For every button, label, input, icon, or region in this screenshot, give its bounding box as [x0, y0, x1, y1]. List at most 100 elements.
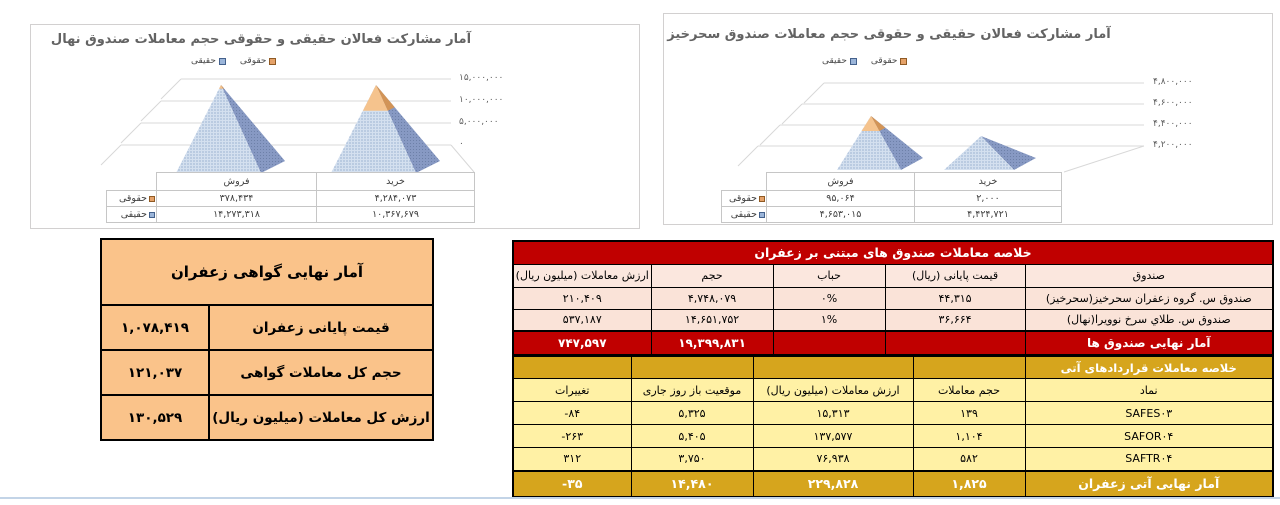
chart-panel-nahal: آمار مشارکت فعالان حقیقی و حقوقی حجم معا…: [30, 24, 640, 229]
contract-open-interest: ۳,۷۵۰: [630, 447, 754, 471]
fund-closing-price: ۳۶,۶۶۴: [884, 308, 1026, 332]
chart-title-nahal: آمار مشارکت فعالان حقیقی و حقوقی حجم معا…: [50, 32, 472, 47]
futures-summary-table: خلاصه معاملات قراردادهای آتی نماد حجم مع…: [512, 356, 1274, 498]
series-row-header: حقیقی: [106, 206, 157, 223]
pyramid-buy-side-face: [981, 136, 1036, 170]
chart-panel-saharkhiz: آمار مشارکت فعالان حقیقی و حقوقی حجم معا…: [663, 13, 1273, 225]
col-header-fund: صندوق: [1024, 263, 1274, 288]
contract-open-interest: ۵,۴۰۵: [630, 424, 754, 448]
col-header-value: ارزش معاملات (میلیون ریال): [512, 263, 652, 288]
legend-item-hoghoghi: حقوقی: [240, 56, 277, 66]
contract-volume: ۵۸۲: [912, 447, 1026, 471]
pyramid-sell-front-face: [176, 85, 261, 173]
series-label: حقوقی: [118, 193, 147, 204]
category-sell: فروش: [766, 172, 915, 191]
series-row-header: حقوقی: [721, 190, 767, 207]
pyramid-sell-side-face: [221, 85, 285, 173]
bottom-divider: [0, 497, 1280, 499]
saffron-row-value: ۱۲۱,۰۳۷: [99, 349, 211, 396]
futures-row-saftr04: SAFTR۰۴ ۵۸۲ ۷۶,۹۳۸ ۳,۷۵۰ ۳۱۲: [512, 447, 1274, 471]
saffron-row-value: ۱۳۰,۵۲۹: [99, 394, 211, 441]
futures-total-row: آمار نهایی آتی زعفران ۱,۸۲۵ ۲۲۹,۸۲۸ ۱۴,۴…: [512, 469, 1274, 497]
pyramid-sell-tip: [861, 116, 880, 131]
chart-legend-nahal: حقیقی حقوقی: [191, 56, 277, 66]
pyramid-sell-tip: [218, 85, 223, 89]
value-cell: ۴,۶۵۳,۰۱۵: [766, 206, 915, 223]
legend-swatch-blue-icon: [849, 57, 857, 65]
col-header-open-interest: موقعیت باز روز جاری: [630, 378, 754, 402]
value-cell: ۴,۲۸۴,۰۷۳: [316, 190, 475, 207]
series-swatch-orange-icon: [759, 195, 765, 202]
col-header-closing-price: قیمت پایانی (ریال): [884, 263, 1026, 288]
fund-bubble: ۰%: [772, 286, 886, 310]
fund-volume: ۴,۷۴۸,۰۷۹: [650, 286, 774, 310]
value-cell: ۳۷۸,۴۳۴: [156, 190, 317, 207]
fund-name: صندوق س. طلاي سرخ نوويرا(نهال): [1024, 308, 1274, 332]
chart-data-table-saharkhiz: فروش خرید حقوقی ۹۵,۰۶۴ ۲,۰۰۰ حقیقی ۴,۶۵۳…: [721, 172, 1062, 223]
legend-item-haghighi: حقیقی: [822, 56, 857, 66]
category-buy: خرید: [316, 172, 475, 191]
legend-swatch-orange-icon: [269, 57, 277, 65]
legend-label: حقوقی: [239, 56, 267, 66]
col-header-bubble: حباب: [772, 263, 886, 288]
pyramid-chart-saharkhiz: [737, 82, 1145, 173]
empty-cell: [884, 330, 1026, 356]
funds-total-volume: ۱۹,۳۹۹,۸۳۱: [650, 330, 774, 356]
pyramid-buy-tip-side: [376, 85, 395, 111]
pyramid-sell-side-face: [871, 116, 923, 170]
series-row-header: حقیقی: [721, 206, 767, 223]
fund-value: ۲۱۰,۴۰۹: [512, 286, 652, 310]
series-swatch-orange-icon: [149, 195, 155, 202]
pyramid-chart-nahal: [100, 78, 475, 173]
futures-total-open-interest: ۱۴,۴۸۰: [630, 469, 754, 497]
futures-total-change: -۳۵: [512, 469, 632, 497]
contract-open-interest: ۵,۳۲۵: [630, 401, 754, 425]
pyramid-buy-tip: [362, 85, 388, 111]
contract-symbol: SAFTR۰۴: [1024, 447, 1274, 471]
saffron-certificate-table: آمار نهایی گواهی زعفران قیمت پایانی زعفر…: [99, 238, 435, 441]
futures-total-label: آمار نهایی آتی زعفران: [1024, 469, 1274, 497]
contract-symbol: SAFOR۰۴: [1024, 424, 1274, 448]
saffron-row-label: قیمت پایانی زعفران: [208, 304, 435, 351]
funds-table-title: خلاصه معاملات صندوق های مبتنی بر زعفران: [512, 240, 1274, 265]
empty-cell: [912, 356, 1026, 379]
value-cell: ۱۴,۲۷۳,۳۱۸: [156, 206, 317, 223]
y-axis-tick: ۱۰,۰۰۰,۰۰۰: [459, 95, 504, 105]
category-sell: فروش: [156, 172, 317, 191]
empty-cell: [752, 356, 914, 379]
fund-name: صندوق س. گروه زعفران سحرخیز(سحرخیز): [1024, 286, 1274, 310]
category-buy: خرید: [914, 172, 1062, 191]
legend-swatch-orange-icon: [900, 57, 908, 65]
series-swatch-blue-icon: [759, 211, 765, 218]
fund-row-saharkhiz: صندوق س. گروه زعفران سحرخیز(سحرخیز) ۴۴,۳…: [512, 286, 1274, 310]
empty-cell: [772, 330, 886, 356]
contract-change: ۳۱۲: [512, 447, 632, 471]
summary-tables: خلاصه معاملات صندوق های مبتنی بر زعفران …: [512, 240, 1275, 498]
saffron-row-label: حجم کل معاملات گواهی: [208, 349, 435, 396]
fund-row-nahal: صندوق س. طلاي سرخ نوويرا(نهال) ۳۶,۶۶۴ ۱%…: [512, 308, 1274, 332]
corner-cell: [106, 172, 157, 191]
legend-label: حقیقی: [822, 56, 847, 66]
y-axis-tick: ۴,۸۰۰,۰۰۰: [1153, 77, 1193, 87]
y-axis-tick: ۴,۲۰۰,۰۰۰: [1153, 140, 1193, 150]
series-row-header: حقوقی: [106, 190, 157, 207]
y-axis-tick: ۵,۰۰۰,۰۰۰: [459, 117, 499, 127]
chart-legend-saharkhiz: حقیقی حقوقی: [822, 56, 908, 66]
contract-value: ۱۵,۳۱۳: [752, 401, 914, 425]
fund-bubble: ۱%: [772, 308, 886, 332]
fund-volume: ۱۴,۶۵۱,۷۵۲: [650, 308, 774, 332]
pyramid-sell-front-face: [837, 116, 901, 170]
col-header-symbol: نماد: [1024, 378, 1274, 402]
futures-total-value: ۲۲۹,۸۲۸: [752, 469, 914, 497]
contract-symbol: SAFES۰۳: [1024, 401, 1274, 425]
y-axis-tick: ۰: [459, 139, 464, 149]
funds-summary-table: خلاصه معاملات صندوق های مبتنی بر زعفران …: [512, 240, 1275, 356]
legend-label: حقوقی: [870, 56, 898, 66]
col-header-changes: تغییرات: [512, 378, 632, 402]
saffron-table-title: آمار نهایی گواهی زعفران: [99, 238, 435, 306]
contract-volume: ۱۳۹: [912, 401, 1026, 425]
futures-table-title: خلاصه معاملات قراردادهای آتی: [1024, 356, 1274, 379]
funds-total-row: آمار نهایی صندوق ها ۱۹,۳۹۹,۸۳۱ ۷۴۷,۵۹۷: [512, 330, 1274, 356]
legend-item-haghighi: حقیقی: [191, 56, 226, 66]
